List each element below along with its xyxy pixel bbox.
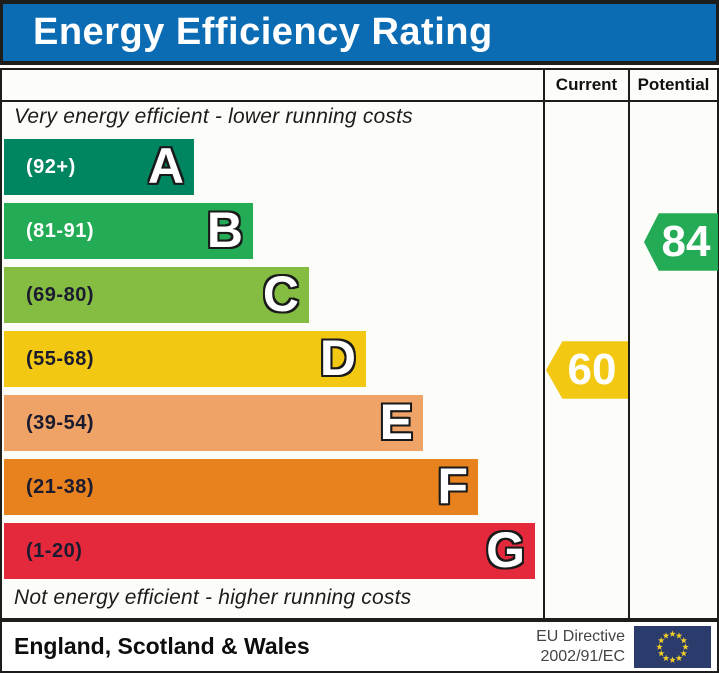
- band-range-label: (1-20): [26, 540, 83, 562]
- band-row-a: (92+) A: [4, 139, 194, 195]
- band-row-d: (55-68) D: [4, 331, 366, 387]
- band-range-label: (69-80): [26, 284, 94, 306]
- band-row-f: (21-38) F: [4, 459, 478, 515]
- title-bar: Energy Efficiency Rating: [0, 0, 719, 65]
- potential-column-header: Potential: [637, 75, 710, 94]
- band-letter: B: [206, 202, 243, 258]
- bottom-note: Not energy efficient - higher running co…: [14, 586, 412, 609]
- page-title: Energy Efficiency Rating: [33, 11, 493, 53]
- band-range-label: (39-54): [26, 412, 94, 434]
- band-letter: D: [319, 330, 356, 386]
- column-divider-potential: [628, 68, 630, 620]
- band-range-label: (81-91): [26, 220, 94, 242]
- band-row-e: (39-54) E: [4, 395, 423, 451]
- region-label: England, Scotland & Wales: [14, 633, 310, 659]
- band-row-g: (1-20) G: [4, 523, 535, 579]
- potential-marker: 84: [644, 213, 718, 271]
- band-range-label: (21-38): [26, 476, 94, 498]
- potential-value: 84: [661, 217, 711, 266]
- footer-bar: England, Scotland & Wales EU Directive 2…: [0, 620, 719, 673]
- eu-directive-line2: 2002/91/EC: [540, 647, 625, 665]
- current-value: 60: [567, 345, 617, 394]
- current-marker: 60: [546, 341, 628, 399]
- eu-directive-line1: EU Directive: [536, 627, 625, 645]
- eu-flag-stars: [656, 630, 689, 663]
- band-range-label: (55-68): [26, 348, 94, 370]
- band-letter: G: [486, 522, 525, 578]
- band-row-b: (81-91) B: [4, 203, 253, 259]
- directive-cluster: EU Directive 2002/91/EC: [536, 625, 711, 668]
- band-range-label: (92+): [26, 156, 76, 178]
- eu-flag-icon: [634, 625, 711, 668]
- eu-directive-text: EU Directive 2002/91/EC: [536, 627, 625, 667]
- band-letter: C: [262, 266, 299, 322]
- current-column-header: Current: [555, 75, 618, 94]
- top-note: Very energy efficient - lower running co…: [14, 105, 413, 128]
- header-divider-line: [0, 100, 719, 102]
- band-row-c: (69-80) C: [4, 267, 309, 323]
- band-letter: A: [147, 138, 184, 194]
- column-divider-current: [543, 68, 545, 620]
- band-letter: F: [437, 458, 468, 514]
- band-letter: E: [379, 394, 413, 450]
